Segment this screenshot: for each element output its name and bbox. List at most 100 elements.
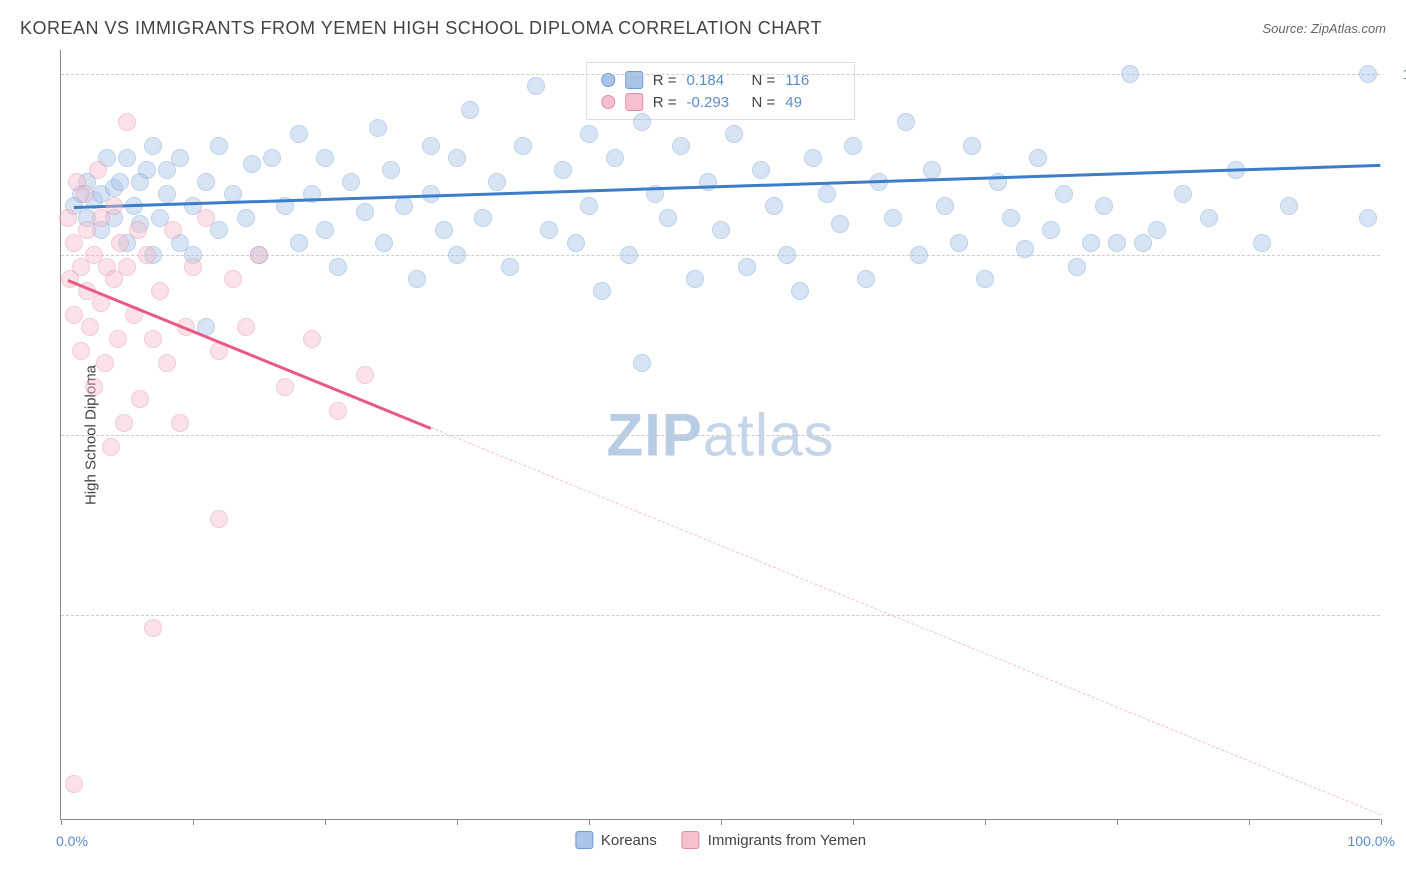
trend-line <box>67 279 431 429</box>
scatter-point <box>699 173 717 191</box>
x-tick <box>1381 819 1382 825</box>
scatter-point <box>435 221 453 239</box>
scatter-point <box>184 258 202 276</box>
scatter-point <box>263 149 281 167</box>
scatter-point <box>243 155 261 173</box>
scatter-point <box>606 149 624 167</box>
scatter-point <box>804 149 822 167</box>
scatter-point <box>105 197 123 215</box>
scatter-point <box>382 161 400 179</box>
scatter-point <box>102 438 120 456</box>
scatter-point <box>897 113 915 131</box>
scatter-point <box>474 209 492 227</box>
scatter-point <box>59 209 77 227</box>
scatter-point <box>158 354 176 372</box>
x-axis-max: 100.0% <box>1348 833 1395 849</box>
stats-row: R =0.184N =116 <box>601 69 841 91</box>
scatter-point <box>1082 234 1100 252</box>
scatter-point <box>138 161 156 179</box>
scatter-point <box>1359 209 1377 227</box>
scatter-point <box>1055 185 1073 203</box>
scatter-point <box>171 149 189 167</box>
scatter-point <box>1068 258 1086 276</box>
gridline <box>61 435 1380 436</box>
scatter-point <box>831 215 849 233</box>
scatter-point <box>778 246 796 264</box>
scatter-point <box>89 161 107 179</box>
scatter-point <box>237 209 255 227</box>
scatter-point <box>210 510 228 528</box>
scatter-point <box>129 221 147 239</box>
r-value: -0.293 <box>687 94 742 111</box>
correlation-chart: High School Diploma ZIPatlas 0.0% 100.0%… <box>60 50 1380 820</box>
scatter-point <box>250 246 268 264</box>
scatter-point <box>857 270 875 288</box>
scatter-point <box>138 246 156 264</box>
scatter-point <box>303 330 321 348</box>
scatter-point <box>593 282 611 300</box>
stats-legend: R =0.184N =116R =-0.293N =49 <box>586 62 856 120</box>
scatter-point <box>580 125 598 143</box>
source-label: Source: ZipAtlas.com <box>1262 21 1386 36</box>
scatter-point <box>329 258 347 276</box>
gridline <box>61 615 1380 616</box>
scatter-point <box>1174 185 1192 203</box>
scatter-point <box>316 221 334 239</box>
scatter-point <box>375 234 393 252</box>
scatter-point <box>171 414 189 432</box>
scatter-point <box>1095 197 1113 215</box>
scatter-point <box>111 173 129 191</box>
scatter-point <box>936 197 954 215</box>
scatter-point <box>633 354 651 372</box>
scatter-point <box>527 77 545 95</box>
scatter-point <box>144 619 162 637</box>
scatter-point <box>554 161 572 179</box>
scatter-point <box>369 119 387 137</box>
scatter-point <box>488 173 506 191</box>
scatter-point <box>342 173 360 191</box>
scatter-point <box>567 234 585 252</box>
trend-line-dashed <box>430 427 1381 815</box>
scatter-point <box>620 246 638 264</box>
stats-row: R =-0.293N =49 <box>601 91 841 113</box>
scatter-point <box>1016 240 1034 258</box>
scatter-point <box>976 270 994 288</box>
x-tick <box>61 819 62 825</box>
bottom-legend: KoreansImmigrants from Yemen <box>575 831 866 849</box>
scatter-point <box>540 221 558 239</box>
scatter-point <box>765 197 783 215</box>
x-tick <box>589 819 590 825</box>
n-label: N = <box>752 94 776 111</box>
scatter-point <box>950 234 968 252</box>
scatter-point <box>884 209 902 227</box>
scatter-point <box>923 161 941 179</box>
legend-swatch-icon <box>682 831 700 849</box>
scatter-point <box>118 258 136 276</box>
scatter-point <box>1200 209 1218 227</box>
x-tick <box>457 819 458 825</box>
scatter-point <box>85 378 103 396</box>
scatter-point <box>963 137 981 155</box>
y-tick-label: 100.0% <box>1390 66 1406 82</box>
scatter-point <box>1121 65 1139 83</box>
scatter-point <box>1042 221 1060 239</box>
scatter-point <box>144 137 162 155</box>
n-value: 49 <box>785 94 840 111</box>
legend-label: Koreans <box>601 832 657 849</box>
scatter-point <box>395 197 413 215</box>
scatter-point <box>144 330 162 348</box>
scatter-point <box>158 185 176 203</box>
scatter-point <box>461 101 479 119</box>
scatter-point <box>514 137 532 155</box>
scatter-point <box>65 775 83 793</box>
scatter-point <box>580 197 598 215</box>
scatter-point <box>672 137 690 155</box>
scatter-point <box>118 113 136 131</box>
scatter-point <box>356 366 374 384</box>
scatter-point <box>738 258 756 276</box>
x-tick <box>1249 819 1250 825</box>
scatter-point <box>1002 209 1020 227</box>
scatter-point <box>96 354 114 372</box>
scatter-point <box>448 246 466 264</box>
scatter-point <box>910 246 928 264</box>
